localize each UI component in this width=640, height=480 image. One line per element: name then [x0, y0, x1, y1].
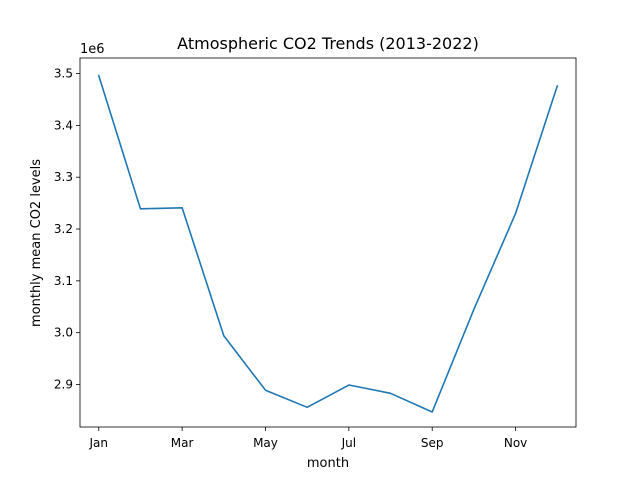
y-tick-label: 3.1	[54, 274, 73, 288]
y-tick-label: 3.2	[54, 222, 73, 236]
y-tick-label: 3.5	[54, 67, 73, 81]
plot-area	[97, 74, 559, 413]
x-tick-label: Mar	[171, 436, 194, 450]
y-axis-label: monthly mean CO2 levels	[29, 159, 44, 327]
x-tick-label: Nov	[504, 436, 527, 450]
y-tick-label: 3.4	[54, 118, 73, 132]
x-axis-ticks: Jan Mar May Jul Sep Nov	[89, 427, 527, 450]
y-tick-label: 3.3	[54, 170, 73, 184]
x-tick-label: May	[253, 436, 278, 450]
y-tick-label: 2.9	[54, 378, 73, 392]
series-line-0	[97, 74, 559, 413]
y-tick-label: 3.0	[54, 326, 73, 340]
y-axis-offset-label: 1e6	[80, 42, 105, 57]
x-tick-label: Sep	[421, 436, 444, 450]
y-axis-ticks: 2.9 3.0 3.1 3.2 3.3 3.4 3.5	[54, 67, 80, 392]
x-axis-label: month	[307, 456, 349, 471]
x-tick-label: Jan	[89, 436, 109, 450]
chart-title: Atmospheric CO2 Trends (2013-2022)	[177, 34, 479, 53]
axes-frame	[79, 57, 577, 428]
x-tick-label: Jul	[341, 436, 356, 450]
